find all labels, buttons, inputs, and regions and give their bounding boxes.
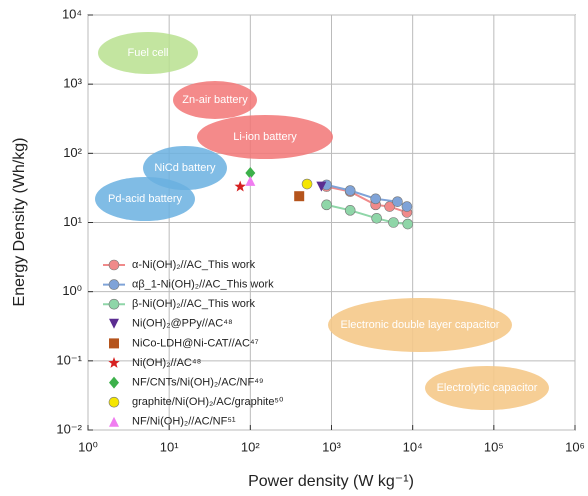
region-label: Zn-air battery: [182, 94, 248, 106]
marker: [370, 193, 381, 205]
marker: [371, 213, 382, 224]
regions: Fuel cell Zn-air battery Li-ion battery …: [95, 32, 549, 410]
y-tick-label: 10⁻²: [56, 421, 82, 436]
marker: [108, 279, 120, 290]
region: [328, 298, 512, 352]
marker: [245, 175, 256, 186]
y-tick-label: 10⁻¹: [56, 352, 82, 367]
region-label: Electrolytic capacitor: [437, 382, 538, 394]
region-label: Pd-acid battery: [108, 193, 182, 205]
region-label: Li-ion battery: [233, 131, 297, 143]
marker: [108, 259, 120, 271]
marker: [301, 178, 313, 190]
x-axis-label: Power density (W kg⁻¹): [248, 473, 414, 490]
x-tick-label: 10⁶: [565, 439, 585, 454]
legend-label: NF/CNTs/Ni(OH)₂/AC/NF⁴⁹: [132, 377, 264, 389]
region: [95, 177, 195, 221]
region: [197, 115, 333, 159]
region-label: Fuel cell: [128, 47, 169, 59]
legend-label: αβ_1-Ni(OH)₂//AC_This work: [132, 279, 274, 291]
legend-label: NF/Ni(OH)₂//AC/NF⁵¹: [132, 416, 236, 428]
legend-label: graphite/Ni(OH)₂/AC/graphite⁵⁰: [132, 396, 284, 408]
legend-label: α-Ni(OH)₂//AC_This work: [132, 259, 256, 271]
legend-label: NiCo-LDH@Ni-CAT//AC⁴⁷: [132, 337, 259, 349]
region-label: NiCd battery: [154, 162, 216, 174]
marker: [321, 199, 332, 211]
marker: [388, 217, 399, 228]
y-tick-label: 10¹: [63, 214, 82, 229]
marker: [401, 201, 413, 212]
marker: [108, 298, 120, 310]
marker: [234, 180, 246, 192]
marker: [109, 318, 119, 329]
x-tick-label: 10⁴: [403, 439, 423, 454]
region: [173, 81, 257, 119]
y-tick-label: 10³: [63, 76, 82, 91]
marker: [109, 416, 119, 427]
marker: [316, 181, 327, 192]
x-tick-label: 10¹: [160, 439, 179, 454]
marker: [108, 357, 120, 368]
region-label: Electronic double layer capacitor: [341, 319, 500, 331]
marker: [344, 185, 356, 196]
x-tick-label: 10³: [322, 439, 341, 454]
x-tick-label: 10²: [241, 439, 260, 454]
legend-label: β-Ni(OH)₂//AC_This work: [132, 298, 256, 310]
marker: [402, 218, 414, 230]
marker: [392, 196, 403, 207]
region: [98, 32, 198, 74]
marker: [245, 166, 256, 179]
y-tick-label: 10²: [63, 145, 82, 160]
marker: [109, 376, 119, 389]
marker: [108, 396, 120, 408]
legend-label: Ni(OH)₂@PPy//AC⁴⁸: [132, 318, 233, 330]
marker: [344, 205, 356, 216]
legend-label: Ni(OH)₂//AC⁴⁸: [132, 357, 201, 369]
y-tick-label: 10⁰: [62, 283, 82, 298]
y-tick-label: 10⁴: [62, 6, 82, 21]
x-tick-label: 10⁰: [78, 439, 98, 454]
y-axis-label: Energy Density (Wh/kg): [11, 138, 28, 307]
marker: [109, 338, 119, 349]
region: [425, 366, 549, 410]
marker: [294, 191, 305, 202]
x-tick-label: 10⁵: [484, 439, 504, 454]
